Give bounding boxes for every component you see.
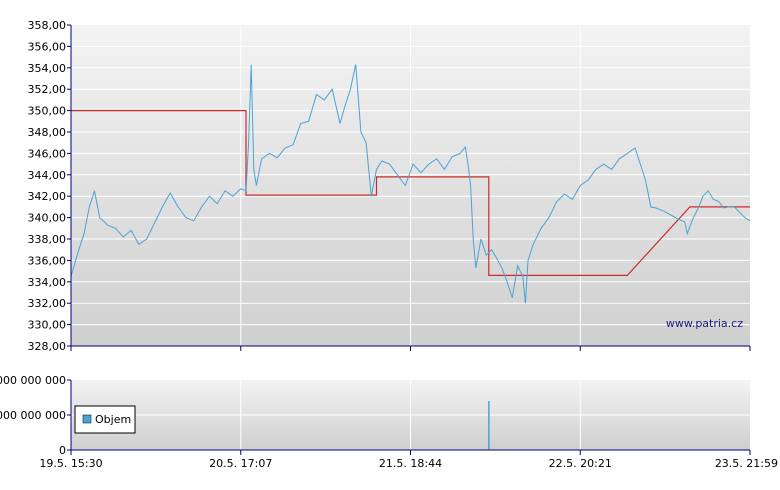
price-y-tick-label: 340,00 [28, 212, 67, 225]
volume-legend: Objem [74, 405, 136, 434]
volume-y-tick-label: 000 000 000 [0, 374, 66, 387]
price-series-line [70, 64, 751, 304]
price-y-tick-label: 342,00 [28, 190, 67, 203]
volume-y-tick-label: 0 [59, 444, 66, 457]
price-y-tick-label: 338,00 [28, 233, 67, 246]
price-y-tick-label: 332,00 [28, 297, 67, 310]
price-y-tick-label: 358,00 [28, 19, 67, 32]
price-y-axis: 358,00 356,00 354,00 352,00 350,00 348,00 346,… [28, 19, 71, 353]
x-tick-label: 20.5. 17:07 [209, 457, 272, 470]
price-y-tick-label: 350,00 [28, 105, 67, 118]
x-tick-label: 19.5. 15:30 [39, 457, 102, 470]
price-y-tick-label: 346,00 [28, 147, 67, 160]
legend-swatch-objem [82, 414, 92, 424]
x-tick-label: 22.5. 20:21 [549, 457, 612, 470]
volume-grid [71, 380, 750, 450]
x-tick-label: 23.5. 21:59 [715, 457, 778, 470]
price-y-tick-label: 334,00 [28, 276, 67, 289]
x-axis: 19.5. 15:30 20.5. 17:07 21.5. 18:44 22.5. 2… [39, 346, 778, 470]
price-y-tick-label: 356,00 [28, 40, 67, 53]
legend-label-objem: Objem [95, 413, 131, 426]
volume-y-axis: 000 000 000 000 000 000 0 [0, 374, 71, 457]
price-y-tick-label: 344,00 [28, 169, 67, 182]
price-y-tick-label: 336,00 [28, 254, 67, 267]
volume-y-tick-label: 000 000 000 [0, 409, 66, 422]
price-y-tick-label: 328,00 [28, 340, 67, 353]
reference-series-line [71, 109, 750, 276]
price-y-tick-label: 348,00 [28, 126, 67, 139]
price-y-tick-label: 330,00 [28, 319, 67, 332]
price-y-tick-label: 352,00 [28, 83, 67, 96]
watermark: www.patria.cz [666, 317, 743, 330]
price-grid [71, 25, 750, 346]
price-y-tick-label: 354,00 [28, 62, 67, 75]
x-tick-label: 21.5. 18:44 [379, 457, 442, 470]
